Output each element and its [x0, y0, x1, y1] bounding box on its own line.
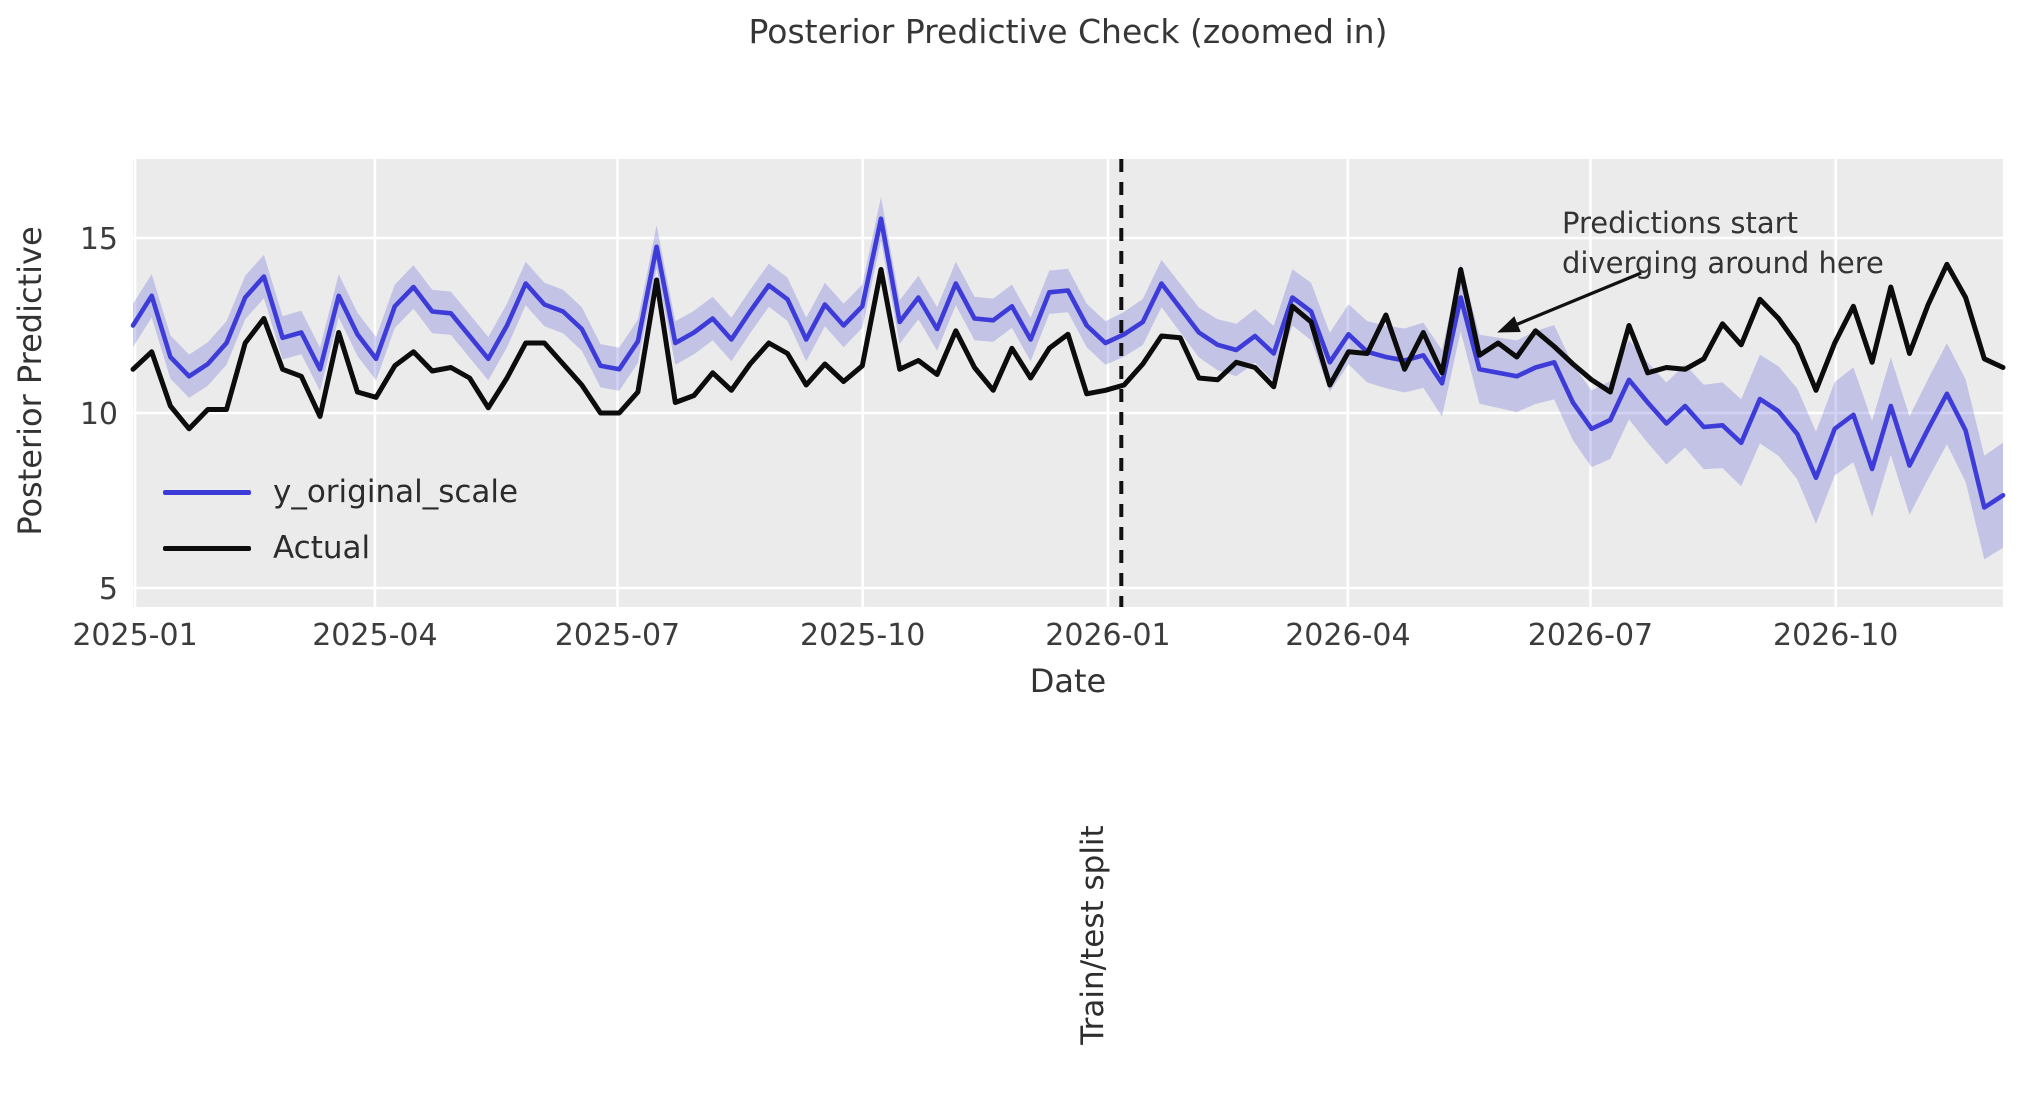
x-axis-label: Date	[1029, 662, 1107, 700]
annotation-line-1: Predictions start	[1562, 206, 1798, 240]
chart-title: Posterior Predictive Check (zoomed in)	[748, 12, 1388, 51]
legend-label-predicted: y_original_scale	[273, 474, 519, 510]
x-tick-label: 2025-01	[72, 618, 197, 653]
predicted-line	[130, 216, 2006, 510]
annotation-line-2: diverging around here	[1562, 246, 1884, 280]
legend-label-actual: Actual	[273, 530, 371, 566]
legend: y_original_scale Actual	[163, 464, 518, 576]
x-tick-label: 2025-10	[800, 618, 925, 653]
legend-item-actual: Actual	[163, 520, 518, 576]
y-tick-label: 15	[80, 222, 118, 257]
actual-line	[130, 261, 2006, 432]
x-tick-label: 2026-10	[1773, 618, 1898, 653]
y-axis-label: Posterior Predictive	[11, 226, 49, 536]
x-tick-label: 2025-04	[312, 618, 437, 653]
x-tick-label: 2025-07	[555, 618, 680, 653]
annotation-arrow-shaft	[1516, 271, 1642, 326]
legend-line-sample-blue	[163, 489, 251, 495]
x-tick-label: 2026-04	[1285, 618, 1410, 653]
annotation-text: Predictions start diverging around here	[1562, 203, 1884, 283]
annotation-arrow-head	[1497, 316, 1521, 333]
y-tick-label: 10	[80, 397, 118, 432]
plot-area	[133, 159, 2003, 607]
train-test-split-label: Train/test split	[1075, 825, 1111, 1045]
x-tick-label: 2026-07	[1528, 618, 1653, 653]
legend-line-sample-black	[163, 545, 251, 551]
x-tick-label: 2026-01	[1045, 618, 1170, 653]
y-tick-label: 5	[99, 572, 118, 607]
legend-item-predicted: y_original_scale	[163, 464, 518, 520]
